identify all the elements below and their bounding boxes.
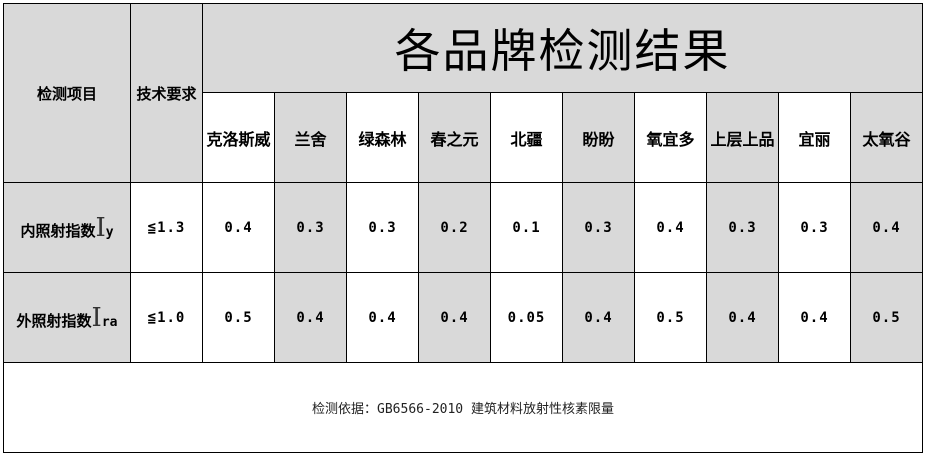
value-cell: 0.4	[202, 182, 275, 273]
brand-header: 北疆	[490, 92, 563, 183]
value-cell: 0.05	[490, 272, 563, 363]
value-cell: 0.3	[346, 182, 419, 273]
row-subscript: y	[105, 224, 114, 240]
value-cell: 0.3	[706, 182, 779, 273]
value-cell: 0.4	[850, 182, 923, 273]
row-label-text: 外照射指数	[16, 311, 92, 330]
value-cell: 0.5	[634, 272, 707, 363]
value-cell: 0.3	[562, 182, 635, 273]
value-cell: 0.4	[634, 182, 707, 273]
header-requirement: 技术要求	[130, 3, 203, 183]
row-subscript: ra	[101, 314, 118, 330]
value-cell: 0.4	[562, 272, 635, 363]
results-table: 检测项目 技术要求 各品牌检测结果 克洛斯威 兰舍 绿森林 春之元 北疆 盼盼 …	[3, 3, 923, 453]
brand-header: 氧宜多	[634, 92, 707, 183]
value-cell: 0.5	[202, 272, 275, 363]
table-title: 各品牌检测结果	[202, 3, 923, 93]
brand-header: 盼盼	[562, 92, 635, 183]
value-cell: 0.1	[490, 182, 563, 273]
footer-note: 检测依据：GB6566-2010 建筑材料放射性核素限量	[3, 362, 923, 453]
brand-header: 兰舍	[274, 92, 347, 183]
value-cell: 0.2	[418, 182, 491, 273]
row-label: 外照射指数Ira	[3, 272, 131, 363]
brand-header: 克洛斯威	[202, 92, 275, 183]
row-label: 内照射指数Iy	[3, 182, 131, 273]
value-cell: 0.4	[346, 272, 419, 363]
table-row: 外照射指数Ira ≦1.0 0.5 0.4 0.4 0.4 0.05 0.4 0…	[3, 272, 923, 363]
brand-header: 上层上品	[706, 92, 779, 183]
value-cell: 0.4	[418, 272, 491, 363]
value-cell: 0.4	[706, 272, 779, 363]
brand-header: 太氧谷	[850, 92, 923, 183]
table-row: 内照射指数Iy ≦1.3 0.4 0.3 0.3 0.2 0.1 0.3 0.4…	[3, 182, 923, 273]
requirement-cell: ≦1.3	[130, 182, 203, 273]
brand-header: 宜丽	[778, 92, 851, 183]
row-label-text: 内照射指数	[20, 221, 96, 240]
value-cell: 0.3	[274, 182, 347, 273]
value-cell: 0.3	[778, 182, 851, 273]
requirement-cell: ≦1.0	[130, 272, 203, 363]
value-cell: 0.4	[274, 272, 347, 363]
brand-header: 绿森林	[346, 92, 419, 183]
row-symbol: I	[95, 212, 106, 243]
brand-row: 克洛斯威 兰舍 绿森林 春之元 北疆 盼盼 氧宜多 上层上品 宜丽 太氧谷	[4, 92, 923, 183]
value-cell: 0.4	[778, 272, 851, 363]
row-symbol: I	[91, 302, 102, 333]
value-cell: 0.5	[850, 272, 923, 363]
brand-header: 春之元	[418, 92, 491, 183]
header-item: 检测项目	[3, 3, 131, 183]
